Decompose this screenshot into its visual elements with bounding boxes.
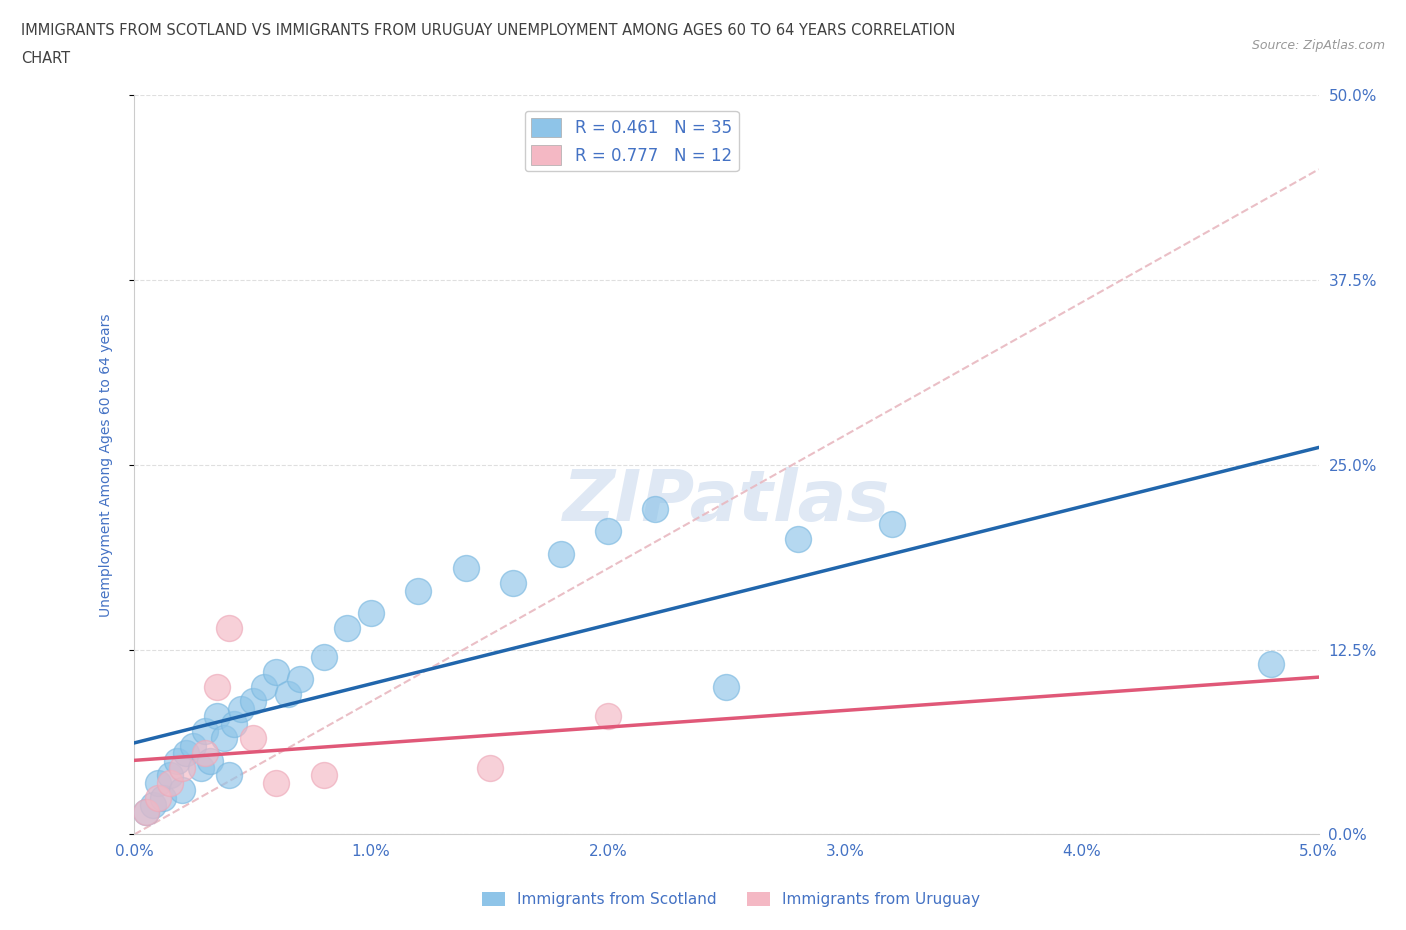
Point (408, 583, 430, 598)
Point (502, 576, 524, 591)
Point (146, 776, 169, 790)
Legend: R = 0.461   N = 35, R = 0.777   N = 12: R = 0.461 N = 35, R = 0.777 N = 12 (524, 111, 738, 171)
Point (312, 650, 335, 665)
Point (142, 797, 165, 812)
Point (716, 679, 738, 694)
Y-axis label: Unemployment Among Ages 60 to 64 years: Unemployment Among Ages 60 to 64 years (100, 313, 114, 617)
Point (478, 761, 501, 776)
Point (146, 790, 169, 805)
Point (166, 753, 188, 768)
Point (360, 605, 382, 620)
Legend: Immigrants from Scotland, Immigrants from Uruguay: Immigrants from Scotland, Immigrants fro… (475, 885, 987, 913)
Point (205, 709, 228, 724)
Point (159, 776, 181, 790)
Point (288, 671, 311, 686)
Text: IMMIGRANTS FROM SCOTLAND VS IMMIGRANTS FROM URUGUAY UNEMPLOYMENT AMONG AGES 60 T: IMMIGRANTS FROM SCOTLAND VS IMMIGRANTS F… (21, 23, 956, 38)
Point (198, 753, 221, 768)
Point (266, 776, 288, 790)
Point (1260, 658, 1282, 672)
Point (550, 546, 572, 561)
Point (183, 738, 205, 753)
Point (159, 768, 181, 783)
Point (596, 709, 619, 724)
Point (135, 804, 157, 819)
Point (170, 761, 193, 776)
Point (786, 531, 808, 546)
Point (882, 517, 904, 532)
Point (194, 746, 217, 761)
Point (596, 524, 619, 538)
Point (253, 679, 276, 694)
Point (644, 502, 666, 517)
Point (266, 664, 288, 679)
Point (205, 679, 228, 694)
Point (176, 746, 198, 761)
Point (170, 783, 193, 798)
Point (218, 768, 240, 783)
Point (212, 731, 235, 746)
Text: Source: ZipAtlas.com: Source: ZipAtlas.com (1251, 39, 1385, 52)
Point (336, 620, 359, 635)
Point (152, 790, 174, 805)
Point (242, 694, 264, 709)
Point (194, 724, 217, 738)
Text: CHART: CHART (21, 51, 70, 66)
Text: ZIPatlas: ZIPatlas (562, 468, 890, 537)
Point (135, 804, 157, 819)
Point (277, 686, 299, 701)
Point (222, 716, 245, 731)
Point (190, 761, 212, 776)
Point (218, 620, 240, 635)
Point (312, 768, 335, 783)
Point (242, 731, 264, 746)
Point (229, 701, 252, 716)
Point (454, 561, 477, 576)
